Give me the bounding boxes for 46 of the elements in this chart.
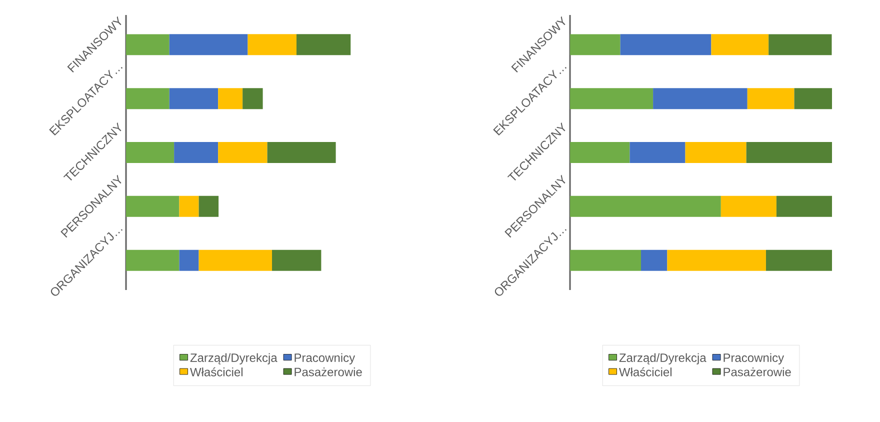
legend-label: Zarząd/Dyrekcja <box>190 353 278 364</box>
legend-label: Pasażerowie <box>724 367 791 376</box>
legend-label: Pasażerowie <box>294 367 362 376</box>
bar <box>218 142 268 163</box>
bar <box>641 250 668 271</box>
bar <box>570 34 620 56</box>
bar <box>248 34 296 56</box>
bar <box>766 250 832 271</box>
bar <box>272 250 322 271</box>
bar <box>794 88 832 110</box>
bar <box>126 250 180 271</box>
bar <box>570 88 654 110</box>
bar <box>179 196 199 217</box>
bar <box>169 34 248 56</box>
bar <box>126 142 174 163</box>
bar <box>126 34 170 56</box>
bar <box>218 88 243 110</box>
bar <box>169 88 218 110</box>
bar <box>179 250 199 271</box>
bar <box>126 196 180 217</box>
legend-label: Właściciel <box>619 367 672 376</box>
legend-label: Zarząd/Dyrekcja <box>619 353 706 364</box>
bar <box>296 34 351 56</box>
bar <box>720 196 776 217</box>
bar <box>653 88 748 110</box>
bar <box>620 34 712 56</box>
bar <box>570 142 630 163</box>
bar <box>198 196 219 217</box>
bar <box>570 196 721 217</box>
legend-label: Pracownicy <box>724 353 784 364</box>
bar <box>267 142 336 163</box>
bar <box>126 88 170 110</box>
legend-label: Pracownicy <box>294 353 356 364</box>
bar <box>776 196 832 217</box>
bar <box>174 142 218 163</box>
bar <box>242 88 263 110</box>
bar <box>667 250 766 271</box>
bar <box>198 250 272 271</box>
bar <box>746 142 832 163</box>
bar <box>747 88 794 110</box>
bar <box>570 250 642 271</box>
legend-label: Właściciel <box>190 367 243 376</box>
bar <box>711 34 769 56</box>
bar <box>685 142 746 163</box>
bar <box>630 142 686 163</box>
bar <box>768 34 832 56</box>
